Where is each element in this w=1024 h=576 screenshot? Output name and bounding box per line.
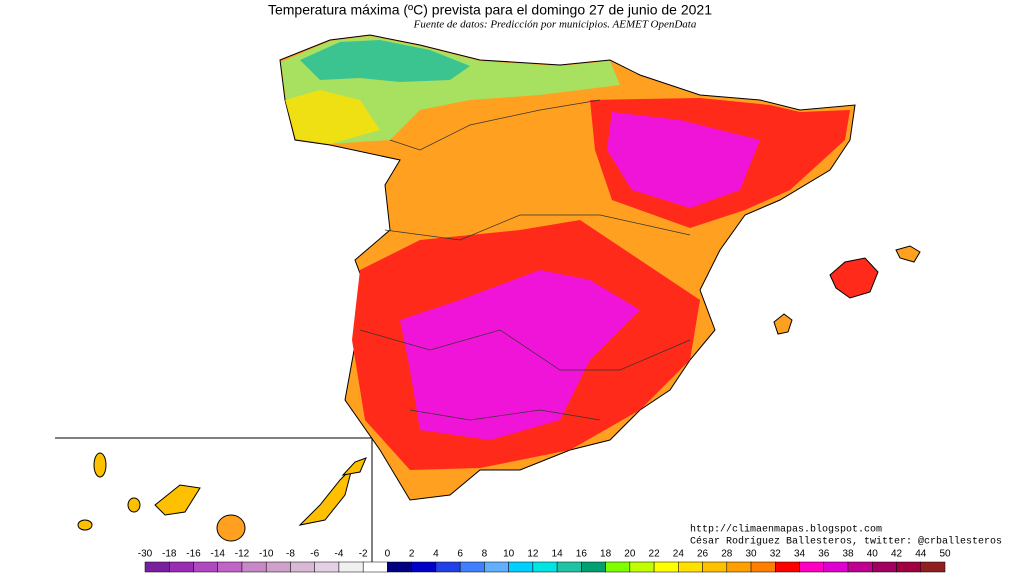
colorbar-label: 16 (576, 549, 588, 560)
colorbar-label: 0 (385, 549, 391, 560)
colorbar-swatch (702, 561, 728, 573)
colorbar-swatch (920, 561, 946, 573)
colorbar-swatch (362, 561, 388, 573)
colorbar-swatch (168, 561, 194, 573)
colorbar-swatch (217, 561, 243, 573)
island (154, 484, 201, 516)
colorbar-label: 14 (552, 549, 564, 560)
colorbar-label: 6 (457, 549, 463, 560)
map-subtitle: Fuente de datos: Predicción por municipi… (413, 19, 697, 31)
credit-author: César Rodríguez Ballesteros, twitter: @c… (690, 536, 1002, 548)
colorbar-label: -6 (310, 549, 319, 560)
colorbar-swatch (750, 561, 776, 573)
colorbar-swatch (799, 561, 825, 573)
colorbar-swatch (581, 561, 606, 573)
mallorca (829, 257, 879, 299)
colorbar-label: 2 (409, 549, 415, 560)
colorbar-swatch (629, 561, 655, 573)
colorbar-label: 28 (721, 549, 733, 560)
region-border (384, 214, 691, 241)
colorbar-swatch (653, 561, 679, 573)
colorbar-label: 18 (600, 549, 612, 560)
colorbar-swatch (314, 561, 340, 573)
colorbar-swatch (823, 561, 849, 573)
colorbar-swatch (605, 561, 631, 573)
colorbar-label: -14 (211, 549, 226, 560)
colorbar-label: 32 (770, 549, 782, 560)
galicia-zone (285, 90, 380, 144)
colorbar-label: -12 (235, 549, 250, 560)
colorbar-label: -4 (334, 549, 343, 560)
colorbar-swatch (338, 561, 364, 573)
south-very-hot-zone (400, 270, 640, 440)
ebro-very-hot-zone (607, 112, 760, 208)
colorbar-swatch (775, 561, 800, 573)
colorbar-label: 12 (527, 549, 539, 560)
colorbar-swatch (847, 561, 873, 573)
colorbar-label: -10 (259, 549, 274, 560)
colorbar-swatch (144, 561, 170, 573)
region-border (359, 329, 691, 371)
spain-map (279, 34, 921, 501)
colorbar-swatch (678, 561, 703, 573)
colorbar-label: 26 (697, 549, 709, 560)
colorbar-label: 4 (433, 549, 439, 560)
colorbar-label: 10 (503, 549, 515, 560)
island (341, 457, 367, 476)
colorbar-swatch (290, 561, 315, 573)
colorbar-label: -16 (186, 549, 201, 560)
colorbar-swatch (726, 561, 752, 573)
colorbar-swatch (459, 561, 485, 573)
credit-url: http://climaenmapas.blogspot.com (690, 524, 882, 536)
island (216, 514, 246, 542)
colorbar-label: 22 (649, 549, 661, 560)
colorbar-label: 24 (673, 549, 685, 560)
colorbar-label: 36 (818, 549, 830, 560)
colorbar-swatch (556, 561, 582, 573)
colorbar-swatch (193, 561, 218, 573)
colorbar-swatch (532, 561, 558, 573)
north-coast-zone (300, 40, 470, 82)
colorbar-swatch (896, 561, 922, 573)
colorbar-label: 34 (794, 549, 806, 560)
island (93, 452, 107, 478)
colorbar-swatch (387, 561, 412, 573)
colorbar-label: -18 (162, 549, 177, 560)
colorbar-label: 38 (842, 549, 854, 560)
colorbar-label: 8 (482, 549, 488, 560)
region-border (409, 409, 601, 421)
colorbar-swatch (435, 561, 461, 573)
colorbar-swatch (508, 561, 534, 573)
colorbar-swatch (411, 561, 437, 573)
menorca (895, 245, 921, 263)
colorbar-label: 40 (867, 549, 879, 560)
colorbar-label: 30 (745, 549, 757, 560)
canary-inset (55, 437, 373, 565)
colorbar-label: 42 (891, 549, 903, 560)
colorbar-swatch (241, 561, 267, 573)
colorbar-swatch (872, 561, 897, 573)
colorbar-label: -8 (286, 549, 295, 560)
colorbar-label: -2 (359, 549, 368, 560)
colorbar-label: -30 (138, 549, 153, 560)
island (127, 497, 141, 513)
colorbar-label: 20 (624, 549, 636, 560)
colorbar: -30 -18 -16 -14 -12 -10 -8 -6 -4 -2 0 2 4 6 8 10 12 14 16 1… (138, 549, 951, 573)
region-border (389, 99, 601, 151)
colorbar-swatch (265, 561, 291, 573)
colorbar-label: 44 (915, 549, 927, 560)
island (77, 519, 93, 531)
island (298, 466, 353, 526)
map-title: Temperatura máxima (ºC) prevista para el… (268, 2, 712, 18)
colorbar-swatch (484, 561, 509, 573)
colorbar-label: 50 (939, 549, 951, 560)
ibiza (773, 313, 793, 335)
